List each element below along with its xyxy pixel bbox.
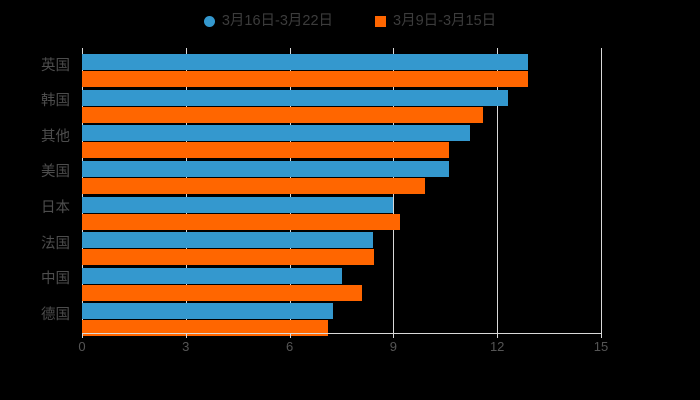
bar-row: 美国 xyxy=(41,155,601,194)
category-label-text: 德国 xyxy=(41,306,70,323)
x-axis-tick-label: 9 xyxy=(389,339,398,354)
bar-series-1[interactable] xyxy=(82,54,529,70)
bar-series-2[interactable] xyxy=(82,177,425,194)
bar-series-2[interactable] xyxy=(82,284,363,301)
category-label-text: 中国 xyxy=(41,271,70,288)
category-label-text: 英国 xyxy=(41,57,70,74)
gridline xyxy=(497,48,499,333)
category-label-text: 美国 xyxy=(41,164,70,181)
plot-area: 英国韩国其他美国日本法国中国德国 xyxy=(41,48,602,337)
x-axis-tick-label: 12 xyxy=(489,339,505,354)
x-axis-tick xyxy=(289,333,291,338)
x-axis-tick-label: 6 xyxy=(285,339,294,354)
bar-row: 韩国 xyxy=(41,84,601,123)
bar-row: 英国 xyxy=(41,48,601,87)
x-axis-tick-label: 15 xyxy=(593,339,609,354)
bar-row: 法国 xyxy=(41,226,601,266)
category-label-text: 其他 xyxy=(41,128,70,145)
bar-series-1[interactable] xyxy=(82,125,470,142)
bar-series-2[interactable] xyxy=(82,249,375,266)
bar-series-1[interactable] xyxy=(82,303,333,320)
legend-circle-icon xyxy=(203,15,215,27)
bar-row: 日本 xyxy=(41,191,601,230)
bar-series-2[interactable] xyxy=(82,106,484,123)
legend-label-series-2: 3月9日-3月15日 xyxy=(393,12,497,29)
x-axis-tick-label: 0 xyxy=(78,339,86,354)
x-axis-tick xyxy=(497,333,499,338)
x-axis-tick xyxy=(185,333,187,338)
bar-series-1[interactable] xyxy=(82,267,342,284)
bar-series-2[interactable] xyxy=(82,320,328,337)
bar-series-1[interactable] xyxy=(82,89,508,106)
x-axis-tick xyxy=(393,333,395,338)
bar-series-2[interactable] xyxy=(82,213,401,230)
bar-series-1[interactable] xyxy=(82,160,449,177)
x-axis-line xyxy=(82,333,602,334)
bar-row: 中国 xyxy=(41,262,601,301)
legend-item-series-1[interactable]: 3月16日-3月22日 xyxy=(203,12,334,29)
bar-series-2[interactable] xyxy=(82,142,449,159)
category-label-text: 韩国 xyxy=(41,93,70,110)
chart-legend: 3月16日-3月22日 3月9日-3月15日 xyxy=(0,10,700,32)
bar-series-1[interactable] xyxy=(82,196,394,213)
legend-square-icon xyxy=(375,15,387,27)
category-label-text: 法国 xyxy=(41,235,70,252)
x-axis-tick xyxy=(82,333,83,338)
x-axis-tick xyxy=(601,333,602,338)
bar-row: 德国 xyxy=(41,297,601,337)
gridline xyxy=(601,48,602,333)
legend-item-series-2[interactable]: 3月9日-3月15日 xyxy=(375,14,496,29)
x-axis-tick-label: 3 xyxy=(182,339,190,354)
legend-label-series-1: 3月16日-3月22日 xyxy=(221,12,334,29)
bar-series-2[interactable] xyxy=(82,71,529,87)
bar-series-1[interactable] xyxy=(82,232,373,249)
bar-row: 其他 xyxy=(41,119,601,159)
category-label-text: 日本 xyxy=(41,200,70,217)
